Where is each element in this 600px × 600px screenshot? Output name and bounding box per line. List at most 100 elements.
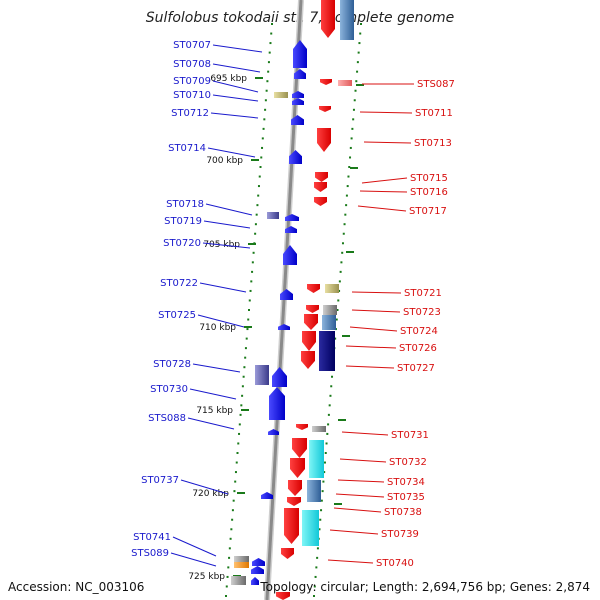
scale-dot-left [229, 537, 232, 540]
topology-summary: Topology: circular; Length: 2,694,756 bp… [260, 580, 590, 594]
scale-dot-right [324, 452, 327, 454]
scale-label: 710 kbp [199, 323, 236, 333]
gene-label-st0710: ST0710 [173, 90, 211, 101]
scale-dot-left [269, 42, 272, 45]
scale-dot-right [337, 299, 340, 302]
scale-dot-left [246, 328, 249, 331]
scale-label: 720 kbp [192, 489, 229, 499]
scale-dot-left [234, 471, 237, 474]
gene-leader-line [197, 314, 245, 328]
scale-dot-right [322, 480, 325, 483]
reverse-gene-arrow [281, 548, 294, 559]
scale-dot-right [342, 232, 345, 235]
scale-dot-left [264, 99, 267, 102]
scale-dot-right [338, 280, 341, 283]
scale-dot-right [356, 61, 359, 64]
scale-dot-right [350, 137, 353, 140]
scale-dot-left [267, 70, 270, 73]
scale-dot-right [338, 289, 341, 292]
scale-dot-left [263, 118, 266, 121]
scale-dot-left [265, 89, 268, 92]
reverse-gene-arrow [302, 331, 316, 351]
feature-box [322, 315, 336, 330]
scale-dot-left [230, 528, 233, 531]
scale-dot-left [228, 556, 231, 559]
gene-leader-line [339, 458, 387, 463]
gene-leader-line [345, 345, 397, 349]
gene-leader-line [361, 177, 408, 184]
forward-gene-arrow [294, 69, 306, 79]
scale-dot-right [314, 575, 317, 578]
scale-dot-left [238, 432, 241, 435]
scale-dot-right [313, 585, 316, 588]
gene-leader-line [212, 94, 259, 102]
scale-dot-left [239, 413, 242, 416]
feature-box [323, 305, 337, 315]
forward-gene-arrow [269, 387, 285, 420]
gene-leader-line [357, 205, 407, 212]
scale-dot-left [270, 32, 273, 35]
scale-dot-left [236, 452, 239, 454]
scale-dot-right [357, 51, 360, 54]
scale-dot-right [319, 518, 322, 521]
gene-leader-line [337, 479, 385, 483]
scale-dot-right [347, 175, 350, 178]
gene-leader-line [192, 363, 241, 373]
scale-dot-left [241, 385, 244, 388]
scale-dot-right [320, 499, 323, 502]
forward-gene-arrow [285, 226, 297, 233]
scale-dot-left [241, 394, 244, 397]
scale-dot-left [261, 146, 264, 149]
reverse-gene-arrow [319, 106, 331, 112]
reverse-gene-arrow [287, 497, 301, 506]
gene-label-st0707: ST0707 [173, 40, 211, 51]
gene-label-sts089: STS089 [131, 548, 169, 559]
reverse-gene-arrow [307, 284, 320, 293]
scale-dot-right [331, 375, 334, 378]
scale-dot-right [346, 185, 349, 188]
scale-dot-right [323, 461, 326, 464]
gene-label-st0739: ST0739 [381, 529, 419, 540]
scale-dot-right [355, 80, 358, 83]
gene-label-st0714: ST0714 [168, 143, 206, 154]
gene-label-st0735: ST0735 [387, 492, 425, 503]
feature-box [309, 440, 324, 478]
scale-dot-left [248, 299, 251, 302]
gene-label-st0727: ST0727 [397, 363, 435, 374]
gene-leader-line [359, 190, 408, 193]
scale-dot-right [329, 394, 332, 397]
forward-gene-arrow [291, 115, 304, 125]
scale-dot-right [325, 442, 328, 445]
gene-leader-line [349, 326, 398, 332]
scale-dot-left [242, 375, 245, 378]
gene-leader-line [210, 112, 259, 119]
scale-dot-left [255, 213, 258, 216]
scale-dot-right [351, 127, 354, 130]
gene-leader-line [187, 417, 235, 430]
scale-dot-left [248, 309, 250, 311]
gene-label-st0711: ST0711 [415, 108, 453, 119]
scale-dot-right [326, 432, 329, 435]
gene-label-st0732: ST0732 [389, 457, 427, 468]
scale-dot-right [328, 404, 331, 407]
gene-label-st0721: ST0721 [404, 288, 442, 299]
gene-leader-line [199, 282, 247, 293]
scale-dot-right [344, 213, 347, 216]
reverse-gene-arrow [317, 128, 331, 152]
scale-dot-left [259, 166, 262, 168]
scale-dot-left [264, 108, 267, 111]
scale-dot-left [266, 80, 269, 83]
scale-dot-right [313, 595, 315, 597]
forward-gene-arrow [285, 214, 299, 221]
feature-box [231, 576, 246, 585]
scale-dot-right [360, 23, 362, 25]
scale-dot-right [318, 528, 321, 531]
scale-dot-right [320, 509, 323, 512]
scale-dot-left [251, 261, 254, 264]
gene-leader-line [359, 111, 413, 114]
gene-leader-line [363, 141, 412, 144]
forward-gene-arrow [278, 324, 290, 330]
forward-gene-arrow [280, 289, 293, 300]
gene-label-sts087: STS087 [417, 79, 455, 90]
forward-gene-arrow [272, 367, 287, 387]
